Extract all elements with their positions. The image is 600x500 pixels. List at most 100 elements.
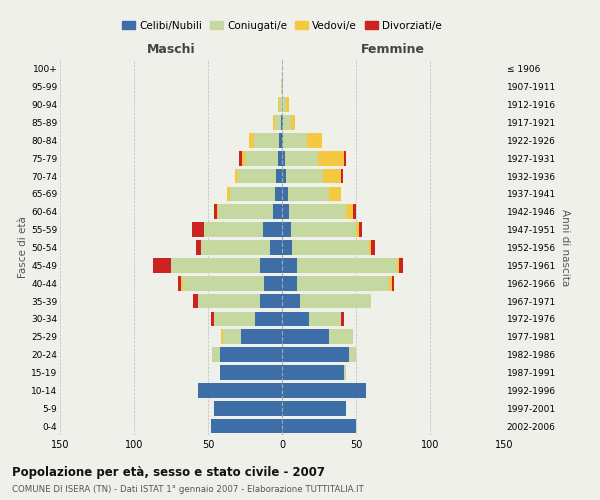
Bar bbox=[308, 312, 341, 326]
Text: Femmine: Femmine bbox=[361, 44, 425, 57]
Bar bbox=[282, 204, 289, 219]
Bar bbox=[282, 80, 283, 94]
Text: COMUNE DI ISERA (TN) - Dati ISTAT 1° gennaio 2007 - Elaborazione TUTTITALIA.IT: COMUNE DI ISERA (TN) - Dati ISTAT 1° gen… bbox=[12, 484, 364, 494]
Bar bbox=[397, 258, 399, 272]
Bar bbox=[283, 115, 291, 130]
Bar bbox=[399, 258, 403, 272]
Bar bbox=[389, 276, 392, 290]
Text: Maschi: Maschi bbox=[146, 44, 196, 57]
Bar bbox=[286, 168, 323, 184]
Bar bbox=[282, 401, 346, 415]
Bar bbox=[289, 204, 346, 219]
Bar bbox=[288, 186, 329, 201]
Bar bbox=[245, 151, 278, 166]
Bar bbox=[264, 276, 282, 290]
Bar bbox=[276, 168, 282, 184]
Bar bbox=[282, 186, 288, 201]
Bar bbox=[220, 348, 282, 362]
Bar bbox=[203, 222, 263, 237]
Bar bbox=[217, 204, 218, 219]
Bar bbox=[307, 133, 322, 148]
Bar bbox=[278, 151, 282, 166]
Bar bbox=[282, 419, 356, 434]
Text: Popolazione per età, sesso e stato civile - 2007: Popolazione per età, sesso e stato civil… bbox=[12, 466, 325, 479]
Bar bbox=[359, 222, 362, 237]
Bar bbox=[214, 401, 282, 415]
Bar bbox=[341, 312, 344, 326]
Bar bbox=[239, 151, 242, 166]
Bar bbox=[197, 383, 282, 398]
Bar bbox=[370, 240, 371, 255]
Bar bbox=[275, 115, 281, 130]
Bar bbox=[278, 98, 279, 112]
Bar bbox=[275, 186, 282, 201]
Bar bbox=[282, 312, 308, 326]
Bar bbox=[200, 240, 270, 255]
Bar bbox=[214, 204, 217, 219]
Bar bbox=[349, 348, 356, 362]
Bar bbox=[392, 276, 394, 290]
Bar bbox=[212, 348, 220, 362]
Bar bbox=[254, 133, 279, 148]
Bar bbox=[282, 365, 344, 380]
Bar bbox=[260, 258, 282, 272]
Bar bbox=[230, 186, 275, 201]
Bar bbox=[285, 151, 317, 166]
Bar bbox=[250, 133, 254, 148]
Bar bbox=[242, 151, 245, 166]
Bar bbox=[353, 204, 356, 219]
Bar bbox=[346, 204, 353, 219]
Bar bbox=[282, 294, 300, 308]
Bar bbox=[371, 240, 375, 255]
Bar bbox=[227, 186, 230, 201]
Bar bbox=[260, 294, 282, 308]
Bar bbox=[323, 168, 341, 184]
Bar bbox=[153, 258, 171, 272]
Y-axis label: Fasce di età: Fasce di età bbox=[18, 216, 28, 278]
Bar bbox=[171, 258, 260, 272]
Bar bbox=[273, 204, 282, 219]
Bar bbox=[283, 133, 307, 148]
Bar bbox=[282, 258, 297, 272]
Bar bbox=[281, 115, 282, 130]
Bar bbox=[279, 133, 282, 148]
Bar bbox=[297, 276, 389, 290]
Bar bbox=[291, 115, 295, 130]
Bar bbox=[211, 419, 282, 434]
Bar bbox=[273, 115, 275, 130]
Bar bbox=[282, 383, 367, 398]
Bar bbox=[235, 168, 238, 184]
Bar bbox=[241, 330, 282, 344]
Bar bbox=[192, 222, 203, 237]
Bar bbox=[300, 294, 371, 308]
Bar bbox=[292, 240, 370, 255]
Bar bbox=[317, 151, 344, 166]
Bar bbox=[329, 330, 353, 344]
Bar bbox=[193, 294, 197, 308]
Bar bbox=[282, 115, 283, 130]
Bar bbox=[282, 151, 285, 166]
Bar bbox=[282, 330, 329, 344]
Bar bbox=[297, 258, 397, 272]
Bar bbox=[282, 98, 286, 112]
Bar bbox=[214, 312, 256, 326]
Bar bbox=[256, 312, 282, 326]
Bar bbox=[220, 365, 282, 380]
Bar bbox=[196, 240, 200, 255]
Bar bbox=[211, 312, 214, 326]
Bar bbox=[183, 276, 264, 290]
Bar bbox=[282, 276, 297, 290]
Bar bbox=[178, 276, 181, 290]
Y-axis label: Anni di nascita: Anni di nascita bbox=[560, 209, 570, 286]
Bar bbox=[329, 186, 341, 201]
Bar bbox=[344, 151, 346, 166]
Bar bbox=[282, 348, 349, 362]
Bar bbox=[279, 98, 282, 112]
Bar bbox=[238, 168, 276, 184]
Bar bbox=[291, 222, 356, 237]
Legend: Celibi/Nubili, Coniugati/e, Vedovi/e, Divorziati/e: Celibi/Nubili, Coniugati/e, Vedovi/e, Di… bbox=[118, 16, 446, 35]
Bar bbox=[218, 204, 273, 219]
Bar bbox=[263, 222, 282, 237]
Bar bbox=[286, 98, 289, 112]
Bar bbox=[223, 330, 241, 344]
